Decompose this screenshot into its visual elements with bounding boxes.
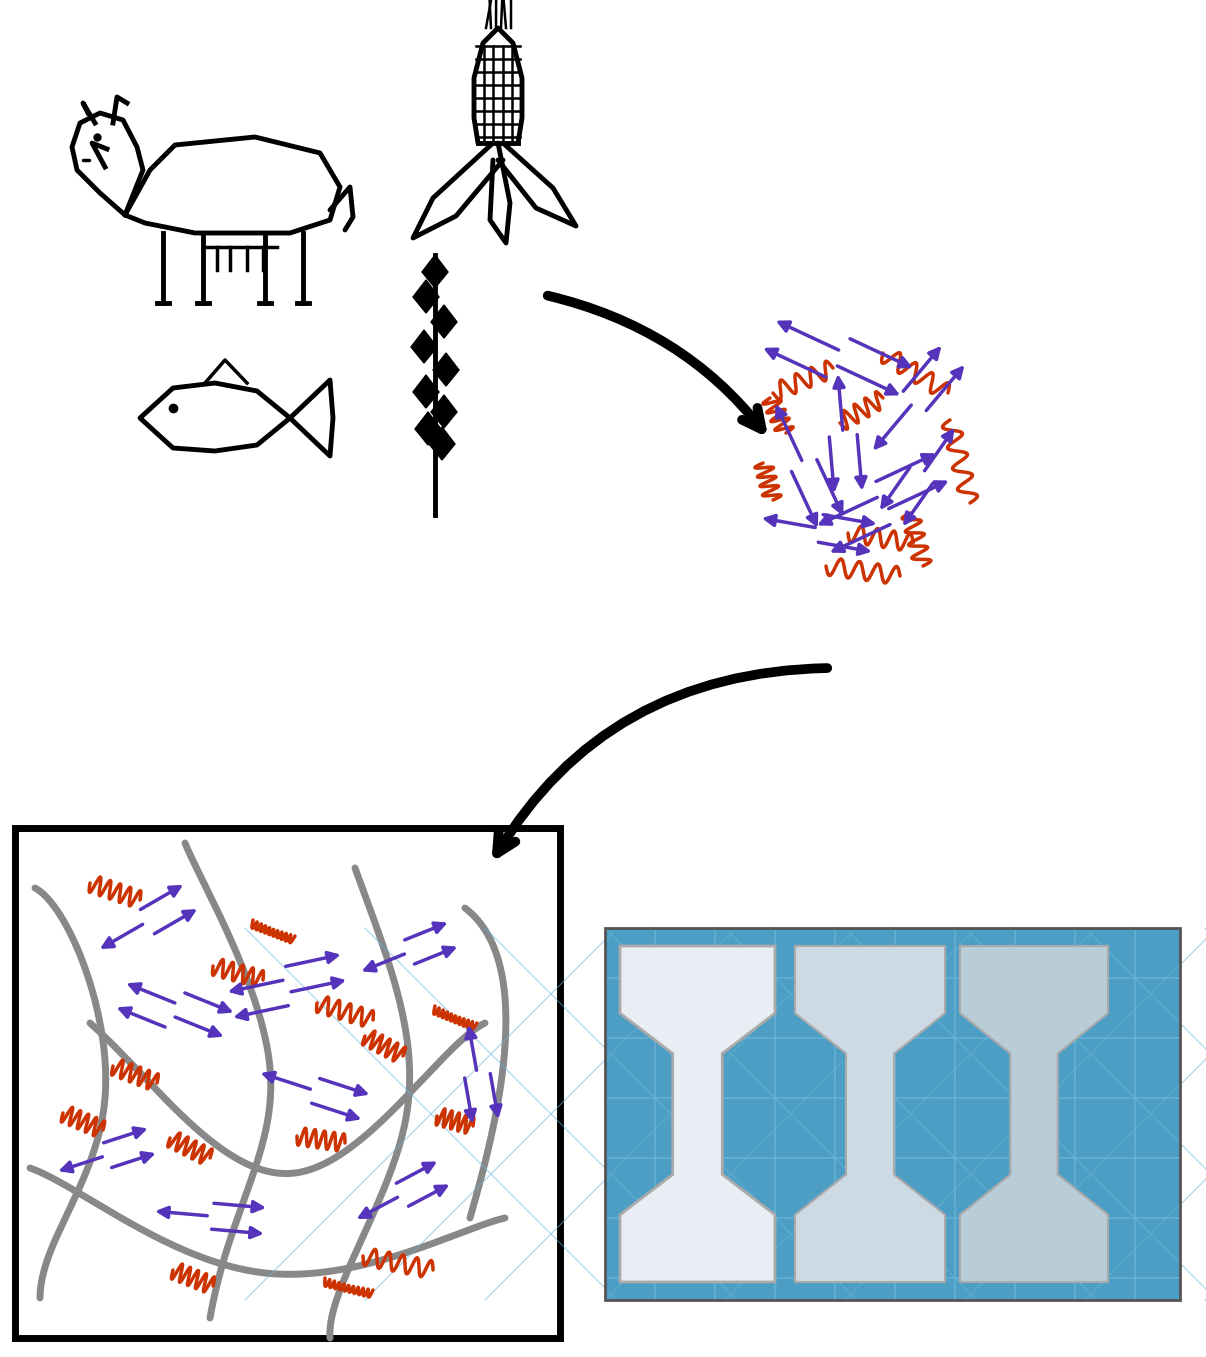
Polygon shape (795, 946, 946, 1282)
Polygon shape (412, 375, 439, 408)
Polygon shape (620, 946, 775, 1282)
Polygon shape (433, 353, 459, 385)
FancyBboxPatch shape (14, 828, 560, 1338)
Polygon shape (431, 305, 457, 338)
Polygon shape (415, 413, 441, 445)
Polygon shape (960, 946, 1108, 1282)
Polygon shape (431, 395, 457, 427)
Polygon shape (411, 330, 437, 364)
FancyBboxPatch shape (605, 928, 1179, 1300)
Polygon shape (422, 255, 447, 288)
Polygon shape (412, 280, 439, 313)
Polygon shape (429, 427, 455, 460)
